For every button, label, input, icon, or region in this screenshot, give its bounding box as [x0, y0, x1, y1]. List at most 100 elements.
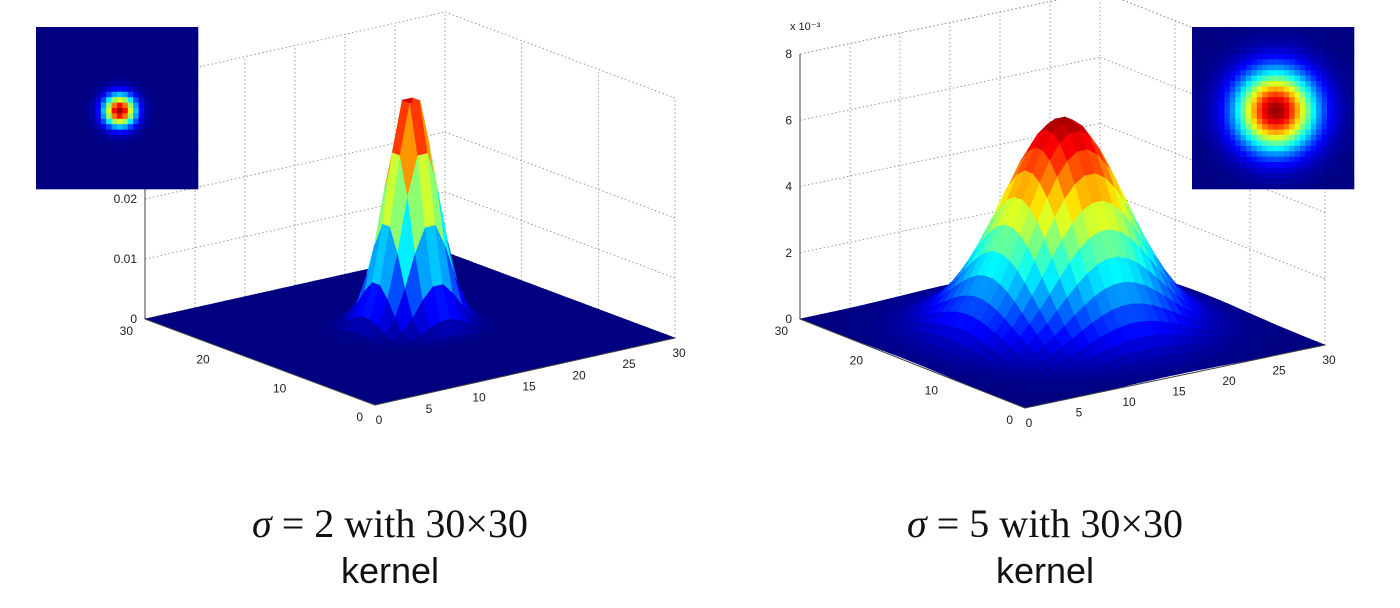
inset-heatmap-cell [160, 156, 166, 163]
inset-heatmap-cell [176, 162, 183, 168]
inset-heatmap-cell [144, 91, 150, 98]
inset-heatmap-cell [84, 167, 91, 174]
inset-heatmap-cell [1229, 135, 1236, 141]
inset-heatmap-cell [57, 183, 64, 190]
inset-heatmap-cell [160, 129, 166, 136]
inset-heatmap-cell [171, 54, 177, 60]
inset-heatmap-cell [1332, 81, 1339, 87]
inset-heatmap-cell [63, 113, 69, 120]
inset-heatmap-cell [1273, 75, 1279, 82]
inset-heatmap-cell [149, 70, 156, 76]
inset-heatmap-cell [1337, 27, 1344, 33]
inset-heatmap-cell [122, 156, 129, 163]
inset-heatmap-cell [176, 151, 183, 157]
inset-heatmap-cell [1316, 167, 1322, 174]
inset-heatmap-cell [1294, 108, 1301, 114]
inset-heatmap-cell [144, 140, 150, 147]
inset-heatmap-cell [1305, 86, 1312, 93]
inset-heatmap-cell [1300, 70, 1306, 76]
inset-heatmap-cell [1337, 156, 1344, 163]
inset-heatmap-cell [73, 81, 80, 87]
inset-heatmap-cell [36, 43, 42, 49]
inset-heatmap-cell [52, 135, 58, 141]
inset-heatmap-cell [46, 145, 53, 152]
inset-heatmap-cell [1316, 145, 1322, 152]
inset-heatmap-cell [90, 75, 96, 82]
inset-heatmap-cell [73, 167, 80, 174]
inset-heatmap-cell [1273, 32, 1279, 39]
inset-heatmap-cell [1262, 167, 1268, 174]
inset-heatmap-cell [1337, 167, 1344, 174]
inset-heatmap-cell [1273, 118, 1279, 125]
inset-heatmap-cell [1256, 124, 1263, 130]
inset-heatmap-cell [79, 140, 85, 147]
inset-heatmap-cell [1246, 59, 1252, 66]
inset-heatmap-cell [1246, 178, 1252, 184]
inset-heatmap-cell [46, 48, 53, 55]
inset-heatmap-cell [73, 43, 80, 49]
inset-heatmap-cell [1256, 75, 1263, 82]
inset-heatmap-cell [181, 156, 188, 163]
inset-heatmap-cell [73, 86, 80, 93]
inset-heatmap-cell [171, 162, 177, 168]
inset-heatmap-cell [1294, 118, 1301, 125]
inset-heatmap-cell [1240, 75, 1247, 82]
inset-heatmap-cell [1224, 135, 1231, 141]
inset-heatmap-cell [1321, 118, 1328, 125]
inset-heatmap-cell [68, 172, 75, 179]
inset-heatmap-cell [46, 156, 53, 163]
inset-heatmap-cell [1240, 54, 1247, 60]
inset-heatmap-cell [1246, 64, 1252, 71]
inset-heatmap-cell [100, 102, 107, 109]
inset-heatmap-cell [1278, 86, 1285, 93]
inset-heatmap-cell [100, 178, 107, 184]
inset-heatmap-cell [1348, 145, 1355, 152]
inset-heatmap-cell [1267, 151, 1274, 157]
inset-heatmap-cell [192, 43, 199, 49]
inset-heatmap-cell [1208, 124, 1214, 130]
inset-heatmap-cell [1316, 97, 1322, 103]
inset-heatmap-cell [1283, 37, 1290, 44]
inset-heatmap-cell [1305, 48, 1312, 55]
inset-heatmap-cell [1229, 145, 1236, 152]
inset-heatmap-cell [1197, 27, 1204, 33]
inset-heatmap-cell [1197, 118, 1204, 125]
inset-heatmap-cell [1251, 54, 1258, 60]
inset-heatmap-cell [41, 97, 48, 103]
inset-heatmap-cell [127, 113, 134, 120]
inset-heatmap-cell [165, 81, 172, 87]
inset-heatmap-cell [1278, 140, 1285, 147]
inset-heatmap-cell [79, 124, 85, 130]
inset-heatmap-cell [181, 54, 188, 60]
inset-heatmap-cell [117, 102, 123, 109]
inset-heatmap-cell [68, 113, 75, 120]
inset-heatmap-cell [117, 59, 123, 66]
inset-heatmap-cell [84, 86, 91, 93]
inset-heatmap-cell [1337, 32, 1344, 39]
inset-heatmap-cell [106, 167, 112, 174]
inset-heatmap-cell [1300, 102, 1306, 109]
inset-heatmap-cell [187, 145, 193, 152]
inset-heatmap-cell [79, 43, 85, 49]
inset-heatmap-cell [1294, 86, 1301, 93]
inset-heatmap-cell [1316, 183, 1322, 190]
inset-heatmap-cell [100, 145, 107, 152]
inset-heatmap-cell [111, 27, 118, 33]
inset-heatmap-cell [165, 167, 172, 174]
inset-heatmap-cell [1256, 145, 1263, 152]
inset-heatmap-cell [111, 81, 118, 87]
inset-heatmap-cell [111, 97, 118, 103]
inset-heatmap-cell [1278, 183, 1285, 190]
inset-heatmap-cell [171, 32, 177, 39]
inset-heatmap-cell [1246, 86, 1252, 93]
inset-heatmap-cell [1310, 70, 1317, 76]
inset-heatmap-cell [1229, 64, 1236, 71]
inset-heatmap-cell [171, 43, 177, 49]
inset-heatmap-cell [176, 91, 183, 98]
inset-heatmap-cell [63, 86, 69, 93]
inset-heatmap-cell [1294, 75, 1301, 82]
inset-heatmap-cell [1246, 37, 1252, 44]
inset-heatmap-cell [1305, 64, 1312, 71]
inset-heatmap-cell [1310, 129, 1317, 136]
x-tick-label: 30 [672, 346, 686, 360]
